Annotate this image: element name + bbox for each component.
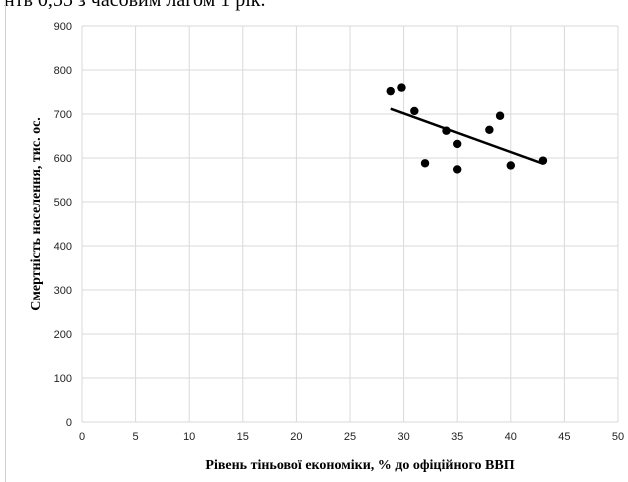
y-tick-label: 500 bbox=[54, 197, 72, 209]
x-tick-label: 40 bbox=[505, 431, 517, 443]
y-tick-label: 800 bbox=[54, 65, 72, 77]
y-tick-label: 300 bbox=[54, 285, 72, 297]
data-point bbox=[386, 86, 395, 96]
x-tick-label: 30 bbox=[397, 431, 409, 443]
x-tick-label: 35 bbox=[451, 431, 463, 443]
x-axis-title: Рівень тіньової економіки, % до офіційно… bbox=[205, 458, 514, 473]
y-tick-label: 200 bbox=[54, 329, 72, 341]
data-point bbox=[485, 125, 494, 135]
y-tick-label: 600 bbox=[54, 153, 72, 165]
data-point bbox=[420, 159, 430, 168]
data-point bbox=[495, 111, 505, 120]
trendline-group bbox=[390, 107, 544, 165]
x-tick-label: 20 bbox=[290, 431, 302, 443]
data-point bbox=[538, 156, 548, 165]
data-point bbox=[442, 126, 451, 135]
x-tick-label: 0 bbox=[79, 431, 85, 443]
y-tick-labels: 0 100 200 300 400 500 600 700 800 900 bbox=[54, 21, 72, 429]
data-point bbox=[453, 139, 462, 149]
data-point bbox=[453, 165, 462, 174]
linear-trendline bbox=[390, 107, 544, 165]
data-point bbox=[410, 106, 419, 116]
data-point bbox=[397, 83, 406, 92]
y-tick-label: 0 bbox=[66, 417, 72, 429]
grid-lines bbox=[81, 25, 619, 423]
data-point bbox=[506, 161, 515, 170]
y-tick-label: 900 bbox=[54, 21, 72, 33]
x-tick-label: 25 bbox=[344, 431, 356, 443]
y-tick-label: 700 bbox=[54, 109, 72, 121]
preceding-text-fragment: нтв 0,55 з часовим лагом 1 рік. bbox=[4, 0, 266, 11]
y-axis-title: Смертність населення, тис. ос. bbox=[29, 117, 44, 311]
x-tick-label: 5 bbox=[133, 431, 139, 443]
x-tick-label: 15 bbox=[237, 431, 249, 443]
data-points bbox=[386, 83, 548, 174]
x-tick-label: 45 bbox=[558, 431, 570, 443]
page-margin-line bbox=[5, 0, 6, 482]
x-tick-label: 10 bbox=[183, 431, 195, 443]
x-tick-label: 50 bbox=[612, 431, 624, 443]
y-tick-label: 100 bbox=[54, 373, 72, 385]
y-tick-label: 400 bbox=[54, 241, 72, 253]
x-tick-labels: 0 5 10 15 20 25 30 35 40 45 50 bbox=[79, 431, 624, 443]
